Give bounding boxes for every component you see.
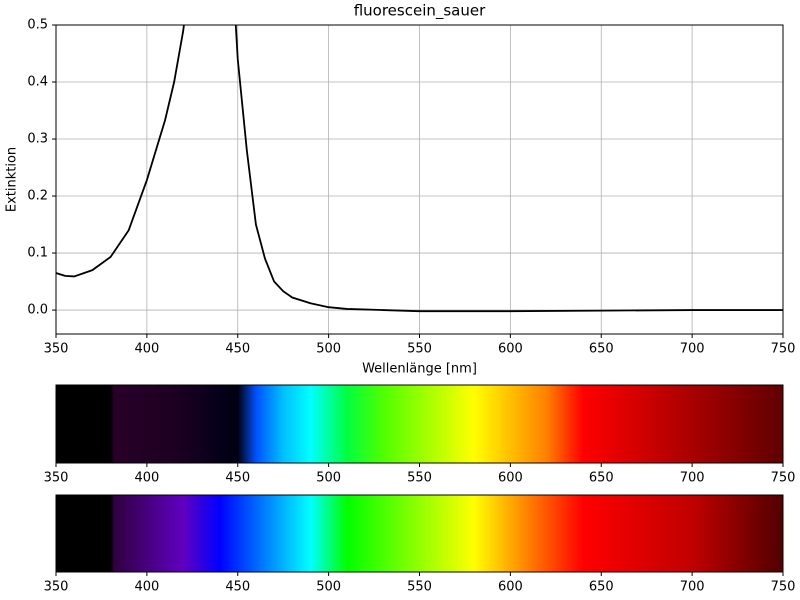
spectrum-bar bbox=[55, 384, 784, 464]
x-tick-label: 500 bbox=[316, 471, 341, 486]
x-tick-label: 600 bbox=[498, 471, 523, 486]
x-tick-label: 700 bbox=[680, 471, 705, 486]
x-tick-label: 750 bbox=[771, 342, 796, 357]
y-tick-label: 0.0 bbox=[27, 303, 48, 318]
plot-frame bbox=[55, 24, 784, 335]
spectrum-bar bbox=[55, 494, 784, 573]
x-tick-label: 400 bbox=[134, 342, 159, 357]
x-tick-label: 750 bbox=[771, 580, 796, 595]
x-tick-label: 350 bbox=[44, 342, 69, 357]
chart-title: fluorescein_sauer bbox=[354, 2, 486, 21]
y-tick-label: 0.5 bbox=[27, 18, 48, 33]
x-tick-label: 700 bbox=[680, 342, 705, 357]
x-tick-label: 550 bbox=[407, 580, 432, 595]
y-axis-label: Extinktion bbox=[5, 147, 20, 212]
x-tick-label: 450 bbox=[225, 580, 250, 595]
y-tick-label: 0.1 bbox=[27, 246, 48, 261]
x-tick-label: 650 bbox=[589, 471, 614, 486]
y-tick-label: 0.3 bbox=[27, 132, 48, 147]
data-line bbox=[56, 25, 783, 313]
x-tick-label: 650 bbox=[589, 580, 614, 595]
x-tick-label: 400 bbox=[134, 471, 159, 486]
x-tick-label: 650 bbox=[589, 342, 614, 357]
x-tick-label: 400 bbox=[134, 580, 159, 595]
x-tick-label: 550 bbox=[407, 471, 432, 486]
x-tick-label: 350 bbox=[44, 471, 69, 486]
y-tick-label: 0.4 bbox=[27, 75, 48, 90]
x-tick-label: 700 bbox=[680, 580, 705, 595]
x-tick-label: 550 bbox=[407, 342, 432, 357]
x-tick-label: 500 bbox=[316, 342, 341, 357]
x-tick-label: 500 bbox=[316, 580, 341, 595]
x-tick-label: 350 bbox=[44, 580, 69, 595]
x-tick-label: 600 bbox=[498, 342, 523, 357]
x-tick-label: 450 bbox=[225, 471, 250, 486]
x-tick-label: 600 bbox=[498, 580, 523, 595]
x-axis-label: Wellenlänge [nm] bbox=[362, 362, 477, 377]
x-tick-label: 750 bbox=[771, 471, 796, 486]
x-tick-label: 450 bbox=[225, 342, 250, 357]
y-tick-label: 0.2 bbox=[27, 189, 48, 204]
